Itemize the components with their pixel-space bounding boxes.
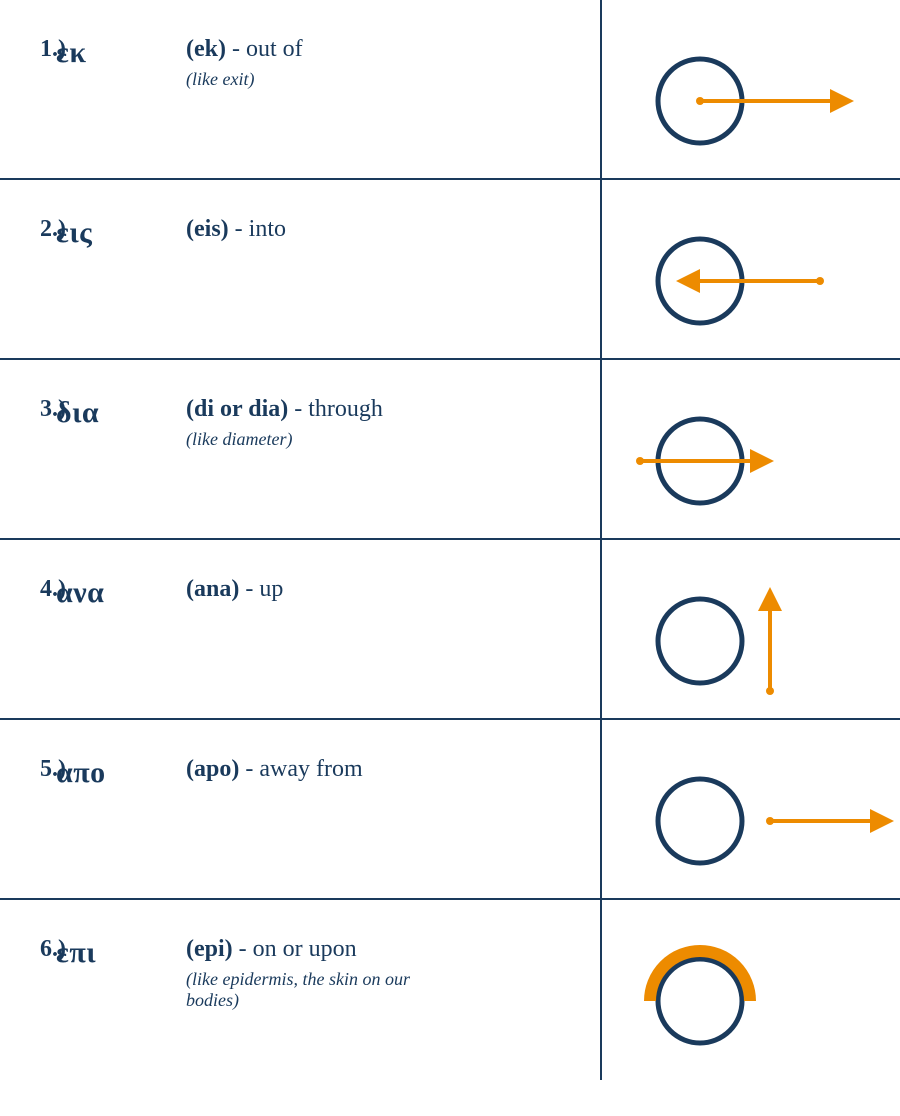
definition: (epi) - on or upon (like epidermis, the s… [176, 936, 600, 1011]
greek-word: εκ [56, 36, 176, 70]
greek-word: απο [56, 756, 176, 790]
prefix-row: 2.)εις (eis) - into [0, 180, 900, 360]
meaning: on or upon [253, 936, 357, 962]
transliteration: (di or dia) [186, 396, 288, 422]
diagram-epi [600, 936, 900, 1080]
transliteration: (ana) [186, 576, 239, 602]
diagram-ana [600, 576, 900, 718]
diagram-ek [600, 36, 900, 178]
row-number: 5.) [0, 756, 56, 783]
mnemonic-note: (like epidermis, the skin on our bodies) [186, 969, 446, 1011]
mnemonic-note: (like exit) [186, 69, 446, 90]
prefix-row: 6.)επι (epi) - on or upon (like epidermis,… [0, 900, 900, 1080]
definition-main: (ana) - up [186, 576, 600, 603]
prefix-row: 3.)δια (di or dia) - through (like diamete… [0, 360, 900, 540]
transliteration: (epi) [186, 936, 233, 962]
definition: (ek) - out of (like exit) [176, 36, 600, 90]
prefix-row: 1.)εκ (ek) - out of (like exit) [0, 0, 900, 180]
row-number: 6.) [0, 936, 56, 963]
definition-main: (apo) - away from [186, 756, 600, 783]
meaning: away from [259, 756, 362, 782]
diagram-apo [600, 756, 900, 898]
definition-main: (epi) - on or upon [186, 936, 600, 963]
definition-main: (eis) - into [186, 216, 600, 243]
greek-word: ανα [56, 576, 176, 610]
meaning: through [308, 396, 383, 422]
prefix-row: 4.)ανα (ana) - up [0, 540, 900, 720]
definition-main: (di or dia) - through [186, 396, 600, 423]
meaning: into [249, 216, 286, 242]
mnemonic-note: (like diameter) [186, 429, 446, 450]
prefix-row: 5.)απο (apo) - away from [0, 720, 900, 900]
greek-word: επι [56, 936, 176, 970]
row-number: 1.) [0, 36, 56, 63]
meaning: out of [246, 36, 303, 62]
greek-word: δια [56, 396, 176, 430]
diagram-eis [600, 216, 900, 358]
definition: (eis) - into [176, 216, 600, 243]
greek-word: εις [56, 216, 176, 250]
definition: (di or dia) - through (like diameter) [176, 396, 600, 450]
meaning: up [259, 576, 283, 602]
definition: (ana) - up [176, 576, 600, 603]
row-number: 4.) [0, 576, 56, 603]
row-number: 3.) [0, 396, 56, 423]
row-number: 2.) [0, 216, 56, 243]
definition: (apo) - away from [176, 756, 600, 783]
transliteration: (eis) [186, 216, 229, 242]
transliteration: (apo) [186, 756, 239, 782]
definition-main: (ek) - out of [186, 36, 600, 63]
transliteration: (ek) [186, 36, 226, 62]
diagram-dia [600, 396, 900, 538]
